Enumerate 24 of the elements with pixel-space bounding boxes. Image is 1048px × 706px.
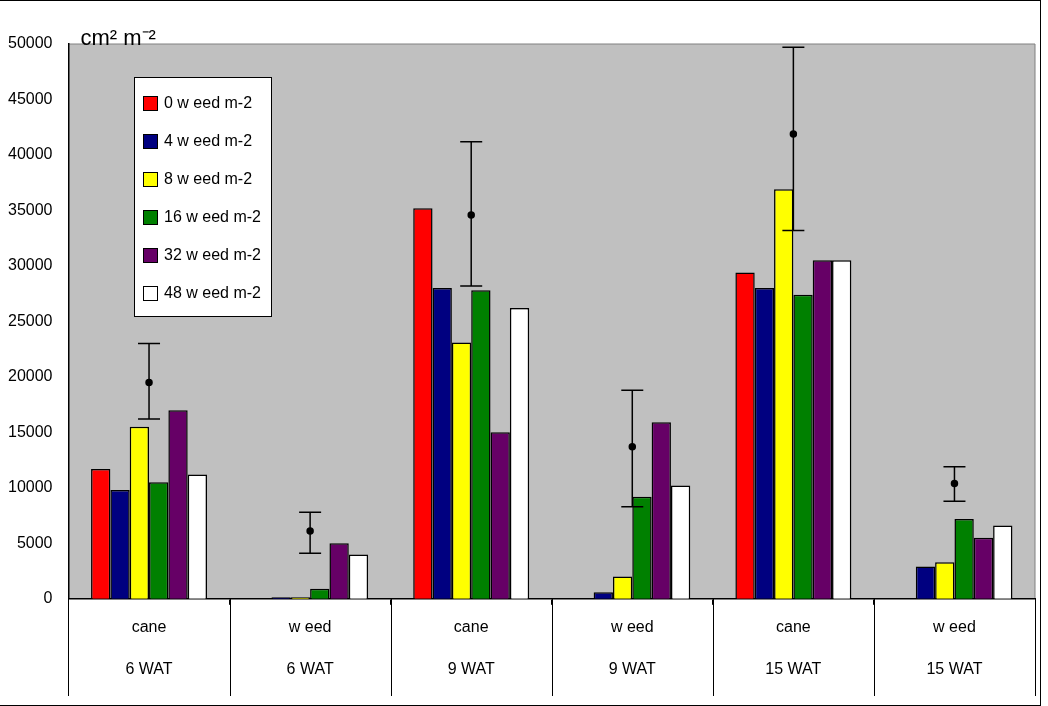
category-label: cane 15 WAT [765,618,822,677]
category-label: cane 9 WAT [447,618,495,677]
y-axis-title: cm² m⁻² [80,25,156,51]
legend-label: 8 w eed m-2 [164,170,253,188]
y-tick-label: 40000 [7,145,53,163]
legend-label: 4 w eed m-2 [164,132,253,150]
y-tick-label: 15000 [7,422,53,440]
y-tick-label: 10000 [7,478,53,496]
y-tick-label: 50000 [7,34,53,52]
y-tick-label: 30000 [7,256,53,274]
legend-label: 16 w eed m-2 [164,208,261,226]
y-tick-label: 5000 [16,533,53,551]
y-tick-label: 35000 [7,200,53,218]
category-label: cane 6 WAT [125,618,173,677]
legend-label: 0 w eed m-2 [164,94,253,112]
category-label: w eed 9 WAT [608,618,656,677]
legend-label: 48 w eed m-2 [164,284,261,302]
y-tick-label: 20000 [7,367,53,385]
legend-label: 32 w eed m-2 [164,246,261,264]
y-tick-label: 25000 [7,311,53,329]
category-label: w eed 15 WAT [926,618,983,677]
y-tick-label: 45000 [7,89,53,107]
category-label: w eed 6 WAT [286,618,334,677]
y-tick-label: 0 [43,589,53,607]
